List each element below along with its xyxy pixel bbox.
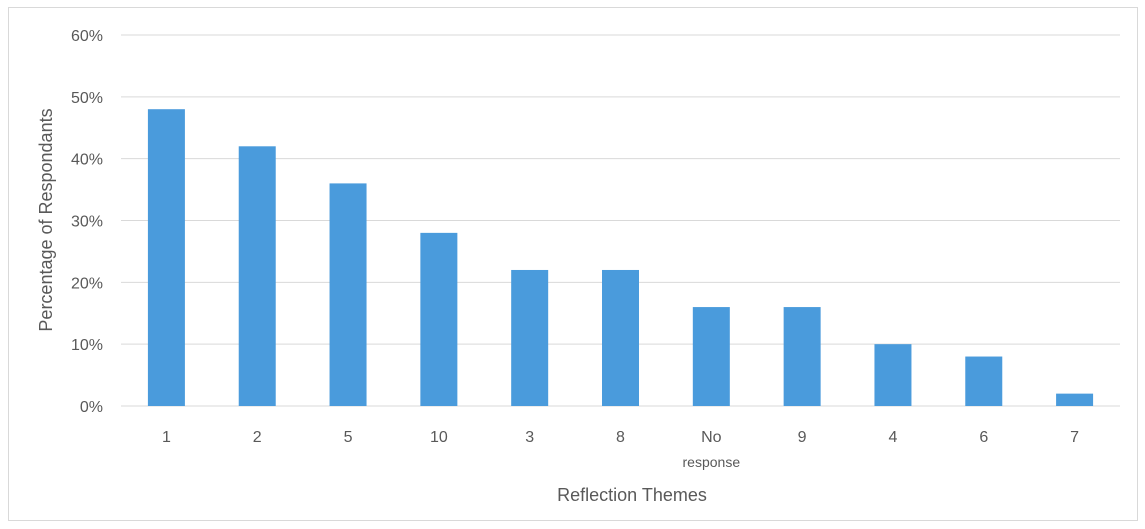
x-tick-label: No response <box>683 429 741 470</box>
bars <box>147 109 1094 407</box>
y-tick-label: 30% <box>71 214 103 231</box>
bar-2 <box>238 146 276 407</box>
y-tick-label: 40% <box>71 152 103 169</box>
x-axis-title: Reflection Themes <box>557 485 707 505</box>
y-tick-label: 10% <box>71 337 103 354</box>
gridlines <box>121 34 1120 407</box>
bar-9 <box>783 307 821 406</box>
x-tick-label: 5 <box>344 429 353 446</box>
bar-3 <box>511 269 549 406</box>
bar-10 <box>420 232 458 406</box>
bar-8 <box>602 269 639 406</box>
bar-5 <box>329 183 367 406</box>
y-tick-label: 50% <box>71 90 103 107</box>
x-tick-labels: 1 2 5 10 3 8 No response 9 4 6 7 <box>162 429 1079 470</box>
x-tick-label: 6 <box>979 429 988 446</box>
y-axis-title: Percentage of Respondants <box>36 108 56 331</box>
x-tick-label: 4 <box>889 429 898 446</box>
x-tick-label: 7 <box>1070 429 1079 446</box>
bar-7 <box>1056 393 1094 406</box>
chart-frame <box>8 7 1138 521</box>
x-tick-label: 2 <box>253 429 262 446</box>
x-tick-label: 1 <box>162 429 171 446</box>
bar-no-response <box>692 307 730 406</box>
y-tick-labels: 0% 10% 20% 30% 40% 50% 60% <box>71 28 103 416</box>
x-tick-label: 9 <box>798 429 807 446</box>
x-tick-label: 8 <box>616 429 625 446</box>
x-tick-label: 10 <box>430 429 448 446</box>
bar-1 <box>147 109 185 406</box>
bar-4 <box>874 344 912 406</box>
bar-6 <box>965 356 1003 406</box>
x-tick-label: 3 <box>525 429 534 446</box>
y-tick-label: 60% <box>71 28 103 45</box>
y-tick-label: 20% <box>71 275 103 292</box>
y-tick-label: 0% <box>80 399 103 416</box>
